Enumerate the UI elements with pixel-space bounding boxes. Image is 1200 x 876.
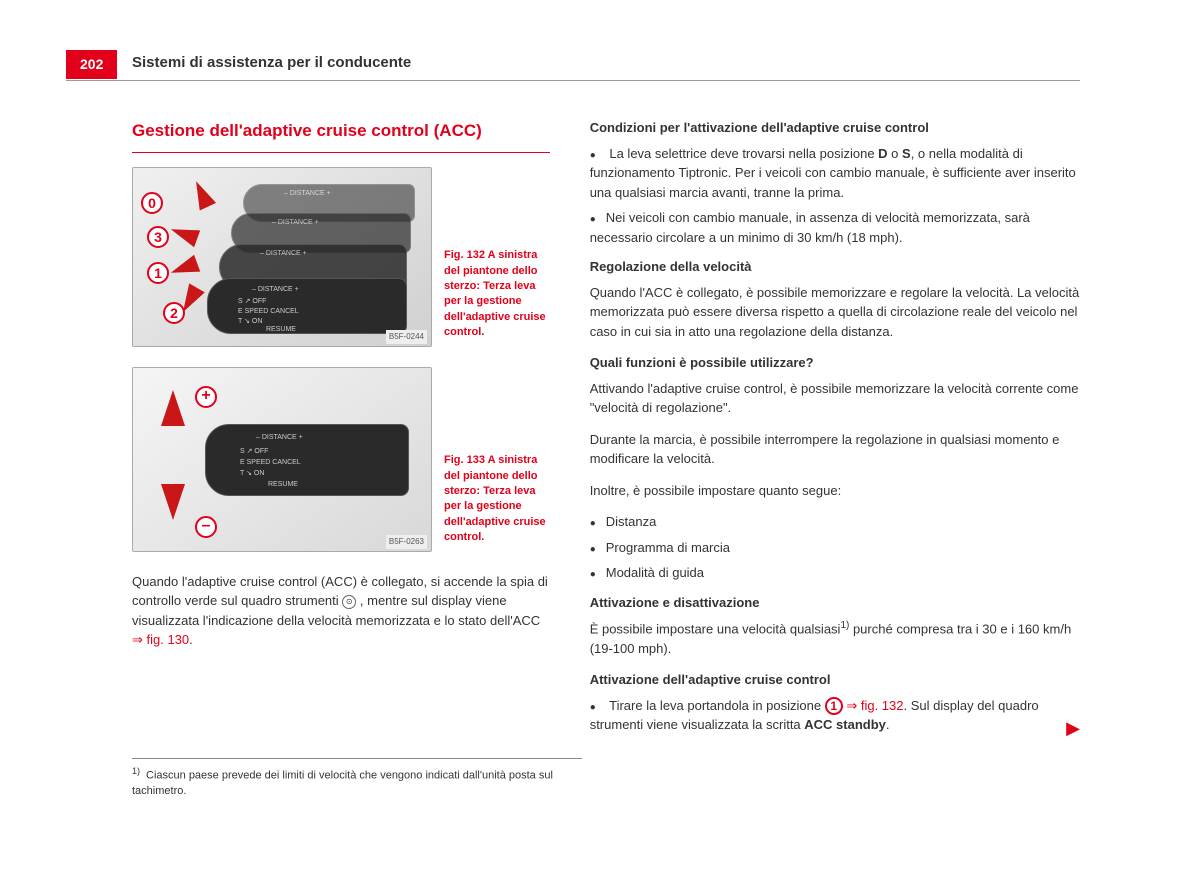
footnote-text: Ciascun paese prevede dei limiti di velo… [132,770,553,797]
list-item: Nei veicoli con cambio manuale, in assen… [590,208,1080,247]
arrow-icon [168,220,200,246]
lever-distance-label: – DISTANCE + [260,249,307,258]
list-item: Programma di marcia [590,538,1080,558]
header-rule [66,80,1080,81]
left-column: Gestione dell'adaptive cruise control (A… [132,118,550,742]
arrow-icon [188,177,216,210]
lever-distance-label: – DISTANCE + [252,285,299,294]
header-title: Sistemi di assistenza per il conducente [132,52,411,75]
footnote: 1)Ciascun paese prevede dei limiti di ve… [132,758,582,799]
text: È possibile impostare una velocità quals… [590,621,841,636]
paragraph: Attivando l'adaptive cruise control, è p… [590,379,1080,418]
arrow-icon [168,254,200,280]
paragraph: È possibile impostare una velocità quals… [590,618,1080,658]
activation-list: Tirare la leva portandola in posizione 1… [590,696,1080,735]
subhead-functions: Quali funzioni è possibile utilizzare? [590,353,1080,373]
figure-link: ⇒ fig. 130 [132,632,189,647]
plus-icon: + [195,386,217,408]
ref-label-1: 1 [147,262,169,284]
content: Gestione dell'adaptive cruise control (A… [132,118,1080,742]
figure-133-caption: Fig. 133 A sinistra del piantone dello s… [444,453,550,551]
ref-label-3: 3 [147,226,169,248]
image-code: B5F-0244 [386,330,427,344]
ref-label-2: 2 [163,302,185,324]
text: . [886,717,890,732]
list-item: Tirare la leva portandola in posizione 1… [590,696,1080,735]
subhead-speed: Regolazione della velocità [590,257,1080,277]
lever-on-label: T ↘ ON [240,469,264,478]
lever-cancel-label: E SPEED CANCEL [238,307,299,316]
list-item: Distanza [590,512,1080,532]
lever-distance-label: – DISTANCE + [256,433,303,442]
lever-off-label: S ↗ OFF [238,297,266,306]
text: Nei veicoli con cambio manuale, in assen… [590,210,1030,245]
figure-133-row: – DISTANCE + S ↗ OFF E SPEED CANCEL T ↘ … [132,367,550,552]
text: La leva selettrice deve trovarsi nella p… [609,146,878,161]
figure-link: ⇒ fig. 132 [846,698,903,713]
dashboard-light-icon: ⊙ [342,595,356,609]
arrow-up-icon [161,390,185,426]
text-bold: D [878,146,887,161]
lever-cancel-label: E SPEED CANCEL [240,458,301,467]
subhead-conditions: Condizioni per l'attivazione dell'adapti… [590,118,1080,138]
minus-icon: – [195,516,217,538]
image-code: B5F-0263 [386,535,427,549]
figure-132-caption: Fig. 132 A sinistra del piantone dello s… [444,248,550,346]
text-bold: S [902,146,911,161]
ref-label-1-inline: 1 [825,697,843,715]
figure-133-image: – DISTANCE + S ↗ OFF E SPEED CANCEL T ↘ … [132,367,432,552]
lever-resume-label: RESUME [268,480,298,489]
list-item: La leva selettrice deve trovarsi nella p… [590,144,1080,203]
figure-132-row: – DISTANCE + – DISTANCE + – DISTANCE + –… [132,167,550,347]
footnote-marker: 1) [132,766,140,776]
conditions-list: La leva selettrice deve trovarsi nella p… [590,144,1080,248]
lever-on-label: T ↘ ON [238,317,262,326]
text: Tirare la leva portandola in posizione [609,698,825,713]
section-title: Gestione dell'adaptive cruise control (A… [132,118,550,153]
continue-arrow-icon: ▶ [1066,715,1080,742]
functions-list: Distanza Programma di marcia Modalità di… [590,512,1080,583]
paragraph: Durante la marcia, è possibile interromp… [590,430,1080,469]
list-item: Modalità di guida [590,563,1080,583]
ref-label-0: 0 [141,192,163,214]
lever-off-label: S ↗ OFF [240,447,268,456]
text: . [189,632,193,647]
text: o [888,146,902,161]
lever-resume-label: RESUME [266,325,296,334]
footnote-ref: 1) [840,620,849,631]
left-paragraph: Quando l'adaptive cruise control (ACC) è… [132,572,550,650]
paragraph: Quando l'ACC è collegato, è possibile me… [590,283,1080,342]
lever-distance-label: – DISTANCE + [272,218,319,227]
page-number: 202 [66,50,117,79]
lever-distance-label: – DISTANCE + [284,189,331,198]
right-column: Condizioni per l'attivazione dell'adapti… [590,118,1080,742]
figure-132-image: – DISTANCE + – DISTANCE + – DISTANCE + –… [132,167,432,347]
subhead-acc-activation: Attivazione dell'adaptive cruise control [590,670,1080,690]
paragraph: Inoltre, è possibile impostare quanto se… [590,481,1080,501]
arrow-down-icon [161,484,185,520]
text-bold: ACC standby [804,717,886,732]
subhead-activation: Attivazione e disattivazione [590,593,1080,613]
